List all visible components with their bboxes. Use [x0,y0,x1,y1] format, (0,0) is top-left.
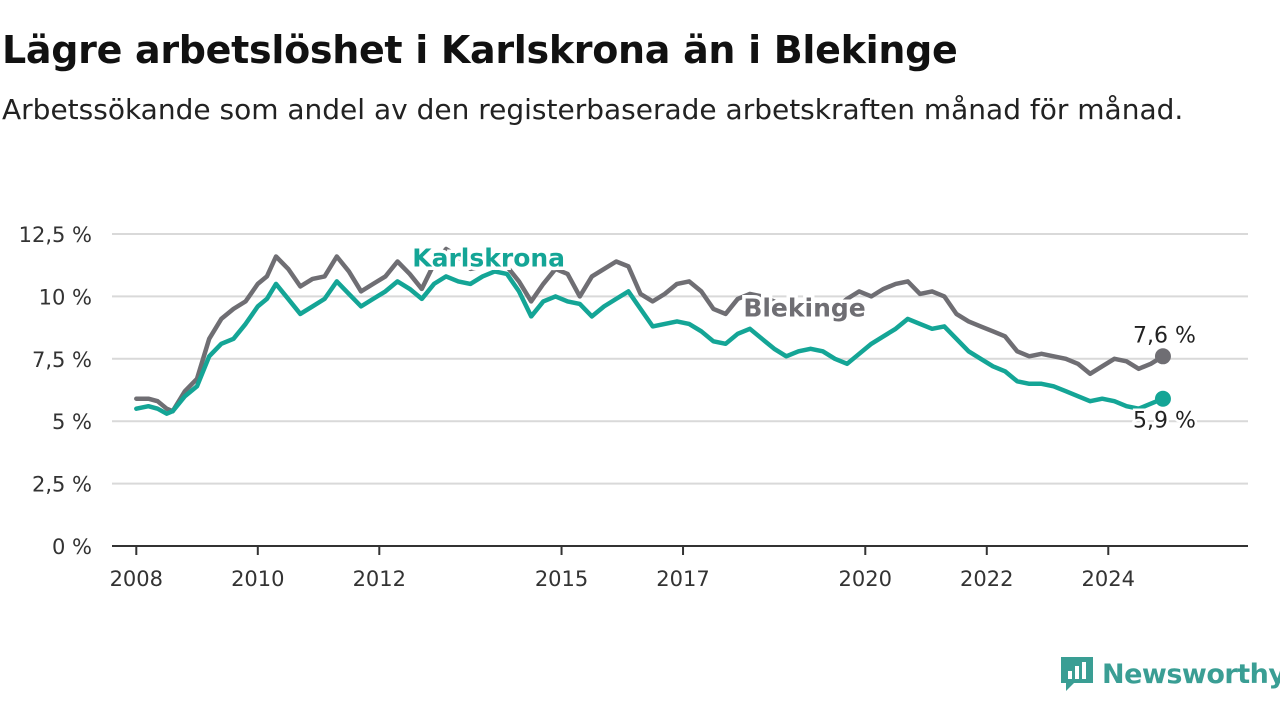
chart-subtitle: Arbetssökande som andel av den registerb… [2,93,1184,126]
x-tick-label: 2015 [535,567,588,591]
y-tick-label: 12,5 % [19,223,92,247]
x-tick-label: 2012 [353,567,406,591]
end-label-blekinge: 7,6 % [1133,323,1196,348]
series-annotation-blekinge: Blekinge [743,293,865,322]
x-tick-label: 2020 [839,567,892,591]
label-layer: 7,6 % 5,9 % Karlskrona Blekinge [409,240,1199,436]
grid-layer [112,233,1248,485]
chart-title: Lägre arbetslöshet i Karlskrona än i Ble… [2,28,958,72]
y-tick-label: 5 % [52,410,92,434]
end-label-karlskrona: 5,9 % [1133,409,1196,434]
end-point-blekinge [1154,348,1171,365]
x-tick-label: 2010 [231,567,284,591]
series-layer [134,246,1171,416]
x-tick-label: 2024 [1082,567,1135,591]
y-tick-label: 10 % [39,285,92,309]
axis-layer: 0 % 2,5 % 5 % 7,5 % 10 % 12,5 % 2008 2010 2012 20… [19,223,1248,591]
y-tick-label: 2,5 % [32,473,92,497]
newsworthy-brand[interactable]: Newsworthy [1058,654,1280,694]
series-line-blekinge [134,246,1166,414]
brand-name: Newsworthy [1102,658,1280,690]
series-annotation-karlskrona: Karlskrona [412,243,565,272]
series-line-karlskrona [134,269,1166,416]
x-tick-label: 2022 [960,567,1013,591]
x-tick-label: 2008 [110,567,163,591]
newsworthy-logo-icon [1061,657,1093,691]
x-tick-label: 2017 [656,567,709,591]
y-tick-label: 0 % [52,535,92,559]
end-point-karlskrona [1154,390,1171,407]
y-tick-label: 7,5 % [32,348,92,372]
